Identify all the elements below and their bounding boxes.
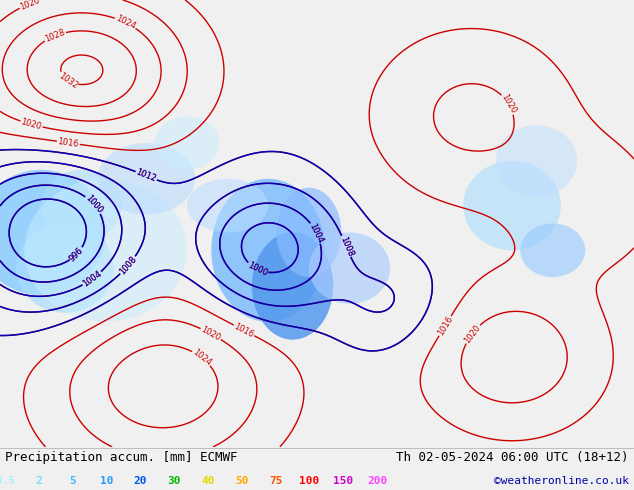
Text: 1008: 1008 xyxy=(118,254,138,276)
Text: 1000: 1000 xyxy=(246,261,269,278)
Ellipse shape xyxy=(98,143,195,215)
Ellipse shape xyxy=(496,125,577,196)
Ellipse shape xyxy=(211,179,325,322)
Text: 5: 5 xyxy=(69,476,76,486)
Text: 0.5: 0.5 xyxy=(0,476,15,486)
Ellipse shape xyxy=(16,223,113,313)
Text: 1024: 1024 xyxy=(191,348,213,368)
Ellipse shape xyxy=(252,232,333,340)
Text: 20: 20 xyxy=(134,476,147,486)
Text: 1020: 1020 xyxy=(20,117,42,131)
Text: 1024: 1024 xyxy=(114,14,137,31)
Text: Th 02-05-2024 06:00 UTC (18+12): Th 02-05-2024 06:00 UTC (18+12) xyxy=(396,451,629,464)
Text: 1028: 1028 xyxy=(44,28,67,44)
Text: 1016: 1016 xyxy=(436,315,455,337)
Ellipse shape xyxy=(463,161,561,250)
Text: 30: 30 xyxy=(167,476,181,486)
Text: 1020: 1020 xyxy=(200,325,223,343)
Text: 1032: 1032 xyxy=(56,71,79,90)
Text: 996: 996 xyxy=(68,245,86,263)
Text: 1004: 1004 xyxy=(307,221,325,245)
Text: 1012: 1012 xyxy=(135,168,158,184)
Text: 996: 996 xyxy=(68,245,86,263)
Text: Precipitation accum. [mm] ECMWF: Precipitation accum. [mm] ECMWF xyxy=(5,451,238,464)
Text: 1016: 1016 xyxy=(57,137,79,149)
Ellipse shape xyxy=(155,116,219,170)
Text: 2: 2 xyxy=(36,476,42,486)
Ellipse shape xyxy=(24,179,187,322)
Text: 10: 10 xyxy=(100,476,113,486)
Text: 1008: 1008 xyxy=(338,235,354,258)
Text: 1020: 1020 xyxy=(500,93,518,116)
Ellipse shape xyxy=(521,223,585,277)
Text: 1000: 1000 xyxy=(84,194,104,215)
Ellipse shape xyxy=(309,232,390,304)
Text: 1016: 1016 xyxy=(233,321,256,339)
Text: 40: 40 xyxy=(202,476,215,486)
Text: 1012: 1012 xyxy=(135,168,158,184)
Text: 1004: 1004 xyxy=(307,221,325,245)
Text: ©weatheronline.co.uk: ©weatheronline.co.uk xyxy=(494,476,629,486)
Text: 200: 200 xyxy=(367,476,387,486)
Text: 150: 150 xyxy=(333,476,354,486)
Text: 1000: 1000 xyxy=(246,261,269,278)
Ellipse shape xyxy=(41,170,122,241)
Text: 50: 50 xyxy=(235,476,249,486)
Ellipse shape xyxy=(187,179,268,232)
Text: 1008: 1008 xyxy=(338,235,354,258)
Text: 1000: 1000 xyxy=(84,194,104,215)
Text: 1008: 1008 xyxy=(118,254,138,276)
Text: 1004: 1004 xyxy=(81,269,103,289)
Ellipse shape xyxy=(0,170,106,295)
Text: 75: 75 xyxy=(269,476,283,486)
Text: 1020: 1020 xyxy=(19,0,42,12)
Ellipse shape xyxy=(276,188,341,277)
Text: 100: 100 xyxy=(299,476,320,486)
Text: 1020: 1020 xyxy=(462,323,482,345)
Text: 1004: 1004 xyxy=(81,269,103,289)
